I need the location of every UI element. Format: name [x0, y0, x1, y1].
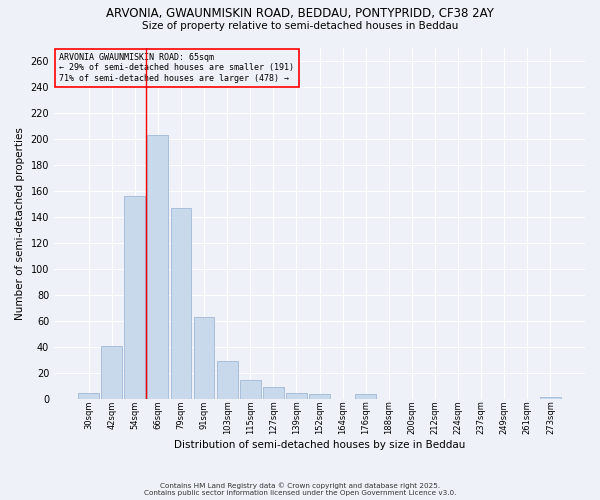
Bar	[355, 394, 376, 399]
Text: Size of property relative to semi-detached houses in Beddau: Size of property relative to semi-detach…	[142, 21, 458, 31]
Bar	[286, 392, 307, 399]
Bar	[194, 317, 214, 399]
Bar	[78, 392, 99, 399]
Bar	[170, 208, 191, 399]
Bar	[240, 380, 260, 399]
Bar	[148, 135, 168, 399]
Y-axis label: Number of semi-detached properties: Number of semi-detached properties	[15, 127, 25, 320]
Bar	[309, 394, 330, 399]
Text: Contains HM Land Registry data © Crown copyright and database right 2025.
Contai: Contains HM Land Registry data © Crown c…	[144, 482, 456, 496]
Bar	[540, 396, 561, 399]
Text: ARVONIA, GWAUNMISKIN ROAD, BEDDAU, PONTYPRIDD, CF38 2AY: ARVONIA, GWAUNMISKIN ROAD, BEDDAU, PONTY…	[106, 8, 494, 20]
X-axis label: Distribution of semi-detached houses by size in Beddau: Distribution of semi-detached houses by …	[174, 440, 465, 450]
Bar	[101, 346, 122, 399]
Bar	[263, 388, 284, 399]
Bar	[124, 196, 145, 399]
Bar	[217, 362, 238, 399]
Text: ARVONIA GWAUNMISKIN ROAD: 65sqm
← 29% of semi-detached houses are smaller (191)
: ARVONIA GWAUNMISKIN ROAD: 65sqm ← 29% of…	[59, 53, 295, 82]
